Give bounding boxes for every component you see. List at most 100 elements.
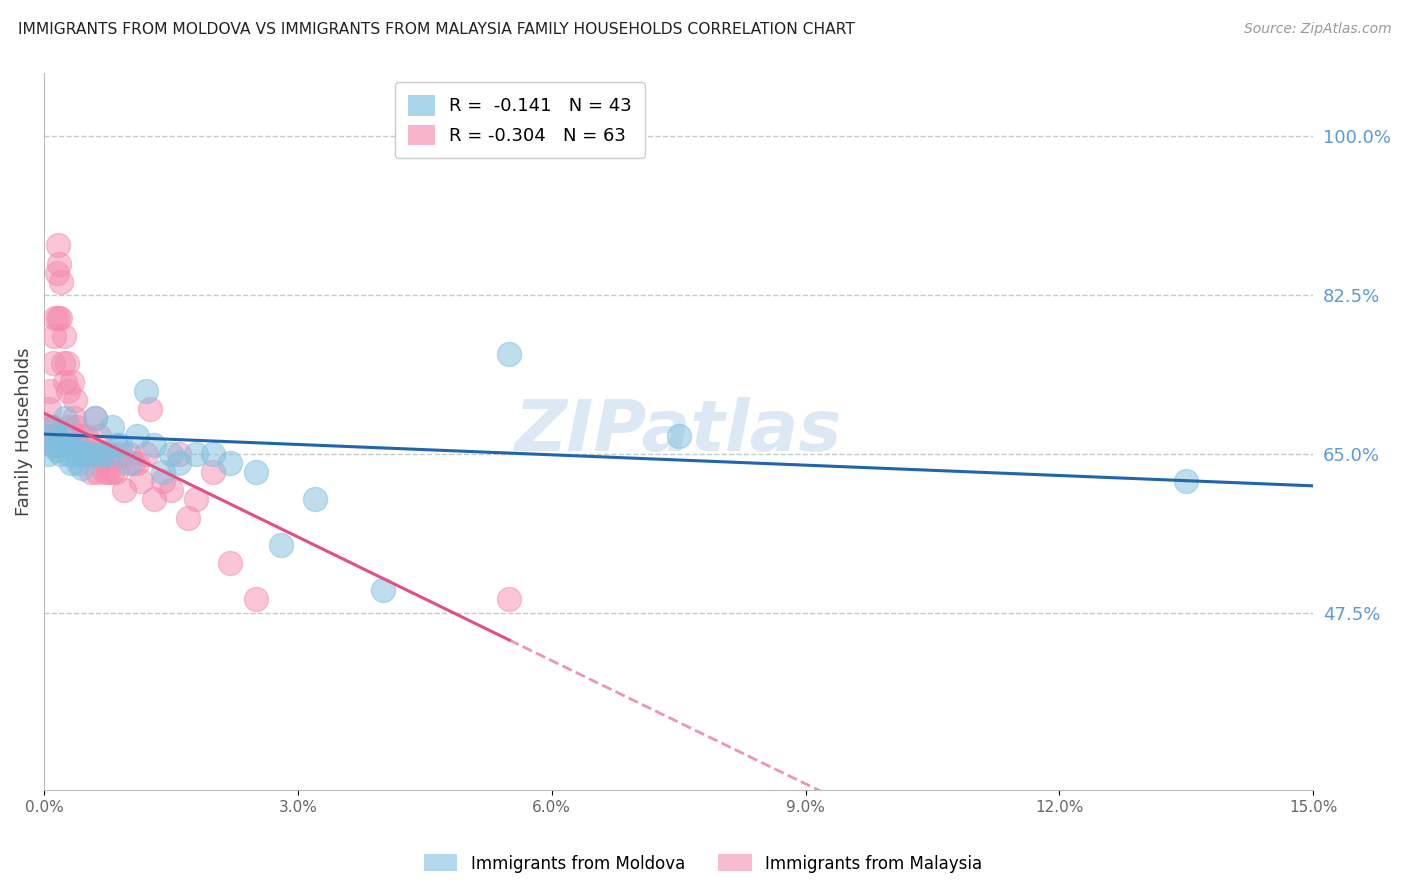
Point (49, 310, 72, 325)
Point (60, 456, 83, 470)
Point (186, 447, 208, 461)
Point (143, 492, 166, 507)
Point (75, 429, 97, 443)
Point (498, 592, 520, 607)
Point (135, 447, 157, 461)
Point (52, 329, 75, 343)
Point (219, 556, 242, 570)
Point (66, 438, 89, 452)
Point (91, 447, 114, 461)
Point (152, 475, 174, 489)
Point (169, 447, 191, 461)
Point (62, 442, 84, 457)
Point (245, 465, 267, 479)
Point (48, 310, 70, 325)
Point (73, 447, 96, 461)
Point (44, 420, 66, 434)
Point (79, 447, 101, 461)
Point (169, 456, 191, 470)
Point (49, 275, 72, 289)
Point (152, 465, 174, 479)
Point (41, 438, 63, 452)
Point (62, 410, 84, 425)
Legend: R =  -0.141   N = 43, R = -0.304   N = 63: R = -0.141 N = 43, R = -0.304 N = 63 (395, 82, 645, 158)
Point (219, 456, 242, 470)
Point (60, 375, 83, 389)
Point (87, 447, 110, 461)
Point (101, 465, 124, 479)
Point (69, 447, 91, 461)
Point (90, 447, 112, 461)
Point (41, 420, 63, 434)
Point (82, 447, 104, 461)
Point (46, 238, 69, 252)
Point (77, 447, 100, 461)
Point (186, 492, 208, 507)
Text: ZIPatlas: ZIPatlas (515, 397, 842, 466)
Point (245, 592, 267, 607)
Point (97, 447, 120, 461)
Point (127, 429, 149, 443)
Point (53, 410, 76, 425)
Point (86, 465, 108, 479)
Point (143, 438, 166, 452)
Point (39, 420, 62, 434)
Point (98, 447, 121, 461)
Point (110, 447, 132, 461)
Point (75, 447, 97, 461)
Point (70, 460, 93, 475)
Point (52, 356, 75, 370)
Point (83, 410, 105, 425)
Point (118, 447, 141, 461)
Point (135, 384, 157, 398)
Point (65, 420, 87, 434)
Point (56, 356, 79, 370)
Point (45, 266, 67, 280)
Point (45, 438, 67, 452)
Point (122, 456, 145, 470)
Point (65, 438, 87, 452)
Point (202, 447, 225, 461)
Text: Source: ZipAtlas.com: Source: ZipAtlas.com (1244, 22, 1392, 37)
Point (114, 483, 136, 498)
Point (91, 447, 114, 461)
Point (70, 429, 93, 443)
Point (58, 447, 80, 461)
Point (45, 442, 67, 457)
Point (41, 438, 63, 452)
Point (177, 510, 200, 524)
Point (105, 465, 128, 479)
Point (39, 384, 62, 398)
Point (110, 438, 132, 452)
Point (127, 456, 149, 470)
Point (105, 438, 128, 452)
Point (139, 401, 162, 416)
Point (83, 410, 105, 425)
Text: IMMIGRANTS FROM MOLDOVA VS IMMIGRANTS FROM MALAYSIA FAMILY HOUSEHOLDS CORRELATIO: IMMIGRANTS FROM MOLDOVA VS IMMIGRANTS FR… (18, 22, 855, 37)
Point (371, 583, 394, 598)
Point (79, 465, 101, 479)
Point (118, 456, 141, 470)
Point (42, 356, 65, 370)
Point (87, 429, 110, 443)
Point (69, 447, 91, 461)
Point (53, 375, 76, 389)
Point (160, 447, 183, 461)
Point (37, 447, 59, 461)
Point (58, 420, 80, 434)
Point (44, 310, 66, 325)
Point (48, 434, 70, 448)
Point (52, 429, 75, 443)
Point (160, 483, 183, 498)
Point (49, 447, 72, 461)
Point (56, 438, 79, 452)
Y-axis label: Family Households: Family Households (15, 347, 32, 516)
Point (37, 429, 59, 443)
Point (94, 465, 117, 479)
Point (270, 538, 292, 552)
Legend: Immigrants from Moldova, Immigrants from Malaysia: Immigrants from Moldova, Immigrants from… (418, 847, 988, 880)
Point (131, 475, 153, 489)
Point (101, 420, 124, 434)
Point (56, 384, 79, 398)
Point (39, 429, 62, 443)
